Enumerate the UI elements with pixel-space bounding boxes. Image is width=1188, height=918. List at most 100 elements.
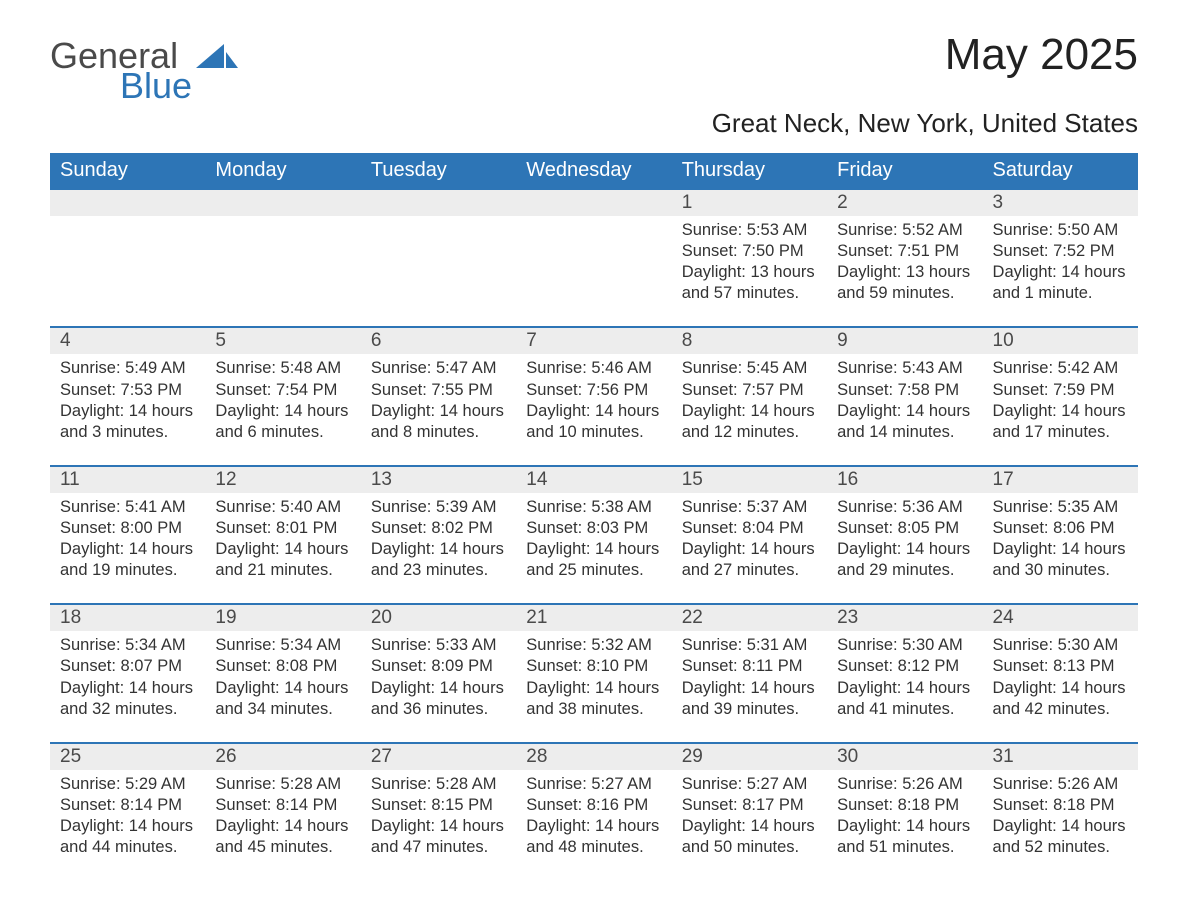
daylight-text: Daylight: 14 hours and 6 minutes. <box>215 401 350 443</box>
daylight-text: Daylight: 14 hours and 36 minutes. <box>371 678 506 720</box>
day-header: Tuesday <box>361 153 516 189</box>
daylight-text: Daylight: 14 hours and 51 minutes. <box>837 816 972 858</box>
week-row: 4Sunrise: 5:49 AMSunset: 7:53 PMDaylight… <box>50 327 1138 465</box>
day-body: Sunrise: 5:34 AMSunset: 8:08 PMDaylight:… <box>205 631 360 741</box>
day-number: 4 <box>50 328 205 354</box>
daylight-text: Daylight: 14 hours and 12 minutes. <box>682 401 817 443</box>
sunset-text: Sunset: 8:14 PM <box>60 795 195 816</box>
sunrise-text: Sunrise: 5:27 AM <box>682 774 817 795</box>
day-body: Sunrise: 5:48 AMSunset: 7:54 PMDaylight:… <box>205 354 360 464</box>
day-cell <box>205 189 360 327</box>
day-number: 1 <box>672 190 827 216</box>
sunrise-text: Sunrise: 5:26 AM <box>837 774 972 795</box>
sunset-text: Sunset: 7:50 PM <box>682 241 817 262</box>
sunset-text: Sunset: 7:56 PM <box>526 380 661 401</box>
day-body: Sunrise: 5:31 AMSunset: 8:11 PMDaylight:… <box>672 631 827 741</box>
daylight-text: Daylight: 14 hours and 17 minutes. <box>993 401 1128 443</box>
day-cell: 6Sunrise: 5:47 AMSunset: 7:55 PMDaylight… <box>361 327 516 465</box>
sunset-text: Sunset: 8:10 PM <box>526 656 661 677</box>
day-cell: 21Sunrise: 5:32 AMSunset: 8:10 PMDayligh… <box>516 604 671 742</box>
day-number: 20 <box>361 605 516 631</box>
sunrise-text: Sunrise: 5:36 AM <box>837 497 972 518</box>
day-body: Sunrise: 5:28 AMSunset: 8:14 PMDaylight:… <box>205 770 360 880</box>
sunrise-text: Sunrise: 5:43 AM <box>837 358 972 379</box>
sunset-text: Sunset: 7:57 PM <box>682 380 817 401</box>
sunset-text: Sunset: 7:51 PM <box>837 241 972 262</box>
sunrise-text: Sunrise: 5:45 AM <box>682 358 817 379</box>
daylight-text: Daylight: 14 hours and 44 minutes. <box>60 816 195 858</box>
day-number: 25 <box>50 744 205 770</box>
day-cell: 2Sunrise: 5:52 AMSunset: 7:51 PMDaylight… <box>827 189 982 327</box>
day-body: Sunrise: 5:33 AMSunset: 8:09 PMDaylight:… <box>361 631 516 741</box>
day-number <box>205 190 360 216</box>
daylight-text: Daylight: 14 hours and 8 minutes. <box>371 401 506 443</box>
logo-sail-icon <box>196 44 238 72</box>
day-header: Wednesday <box>516 153 671 189</box>
week-row: 25Sunrise: 5:29 AMSunset: 8:14 PMDayligh… <box>50 743 1138 880</box>
sunset-text: Sunset: 7:52 PM <box>993 241 1128 262</box>
day-cell <box>516 189 671 327</box>
daylight-text: Daylight: 14 hours and 19 minutes. <box>60 539 195 581</box>
sunrise-text: Sunrise: 5:40 AM <box>215 497 350 518</box>
day-number: 27 <box>361 744 516 770</box>
sunrise-text: Sunrise: 5:31 AM <box>682 635 817 656</box>
daylight-text: Daylight: 14 hours and 25 minutes. <box>526 539 661 581</box>
day-cell: 12Sunrise: 5:40 AMSunset: 8:01 PMDayligh… <box>205 466 360 604</box>
day-cell: 7Sunrise: 5:46 AMSunset: 7:56 PMDaylight… <box>516 327 671 465</box>
daylight-text: Daylight: 14 hours and 41 minutes. <box>837 678 972 720</box>
day-number: 23 <box>827 605 982 631</box>
week-row: 11Sunrise: 5:41 AMSunset: 8:00 PMDayligh… <box>50 466 1138 604</box>
daylight-text: Daylight: 14 hours and 3 minutes. <box>60 401 195 443</box>
day-cell: 15Sunrise: 5:37 AMSunset: 8:04 PMDayligh… <box>672 466 827 604</box>
day-body: Sunrise: 5:27 AMSunset: 8:16 PMDaylight:… <box>516 770 671 880</box>
day-cell: 29Sunrise: 5:27 AMSunset: 8:17 PMDayligh… <box>672 743 827 880</box>
day-header: Friday <box>827 153 982 189</box>
day-body: Sunrise: 5:53 AMSunset: 7:50 PMDaylight:… <box>672 216 827 326</box>
day-body <box>361 216 516 310</box>
day-body: Sunrise: 5:39 AMSunset: 8:02 PMDaylight:… <box>361 493 516 603</box>
sunrise-text: Sunrise: 5:28 AM <box>371 774 506 795</box>
day-cell: 20Sunrise: 5:33 AMSunset: 8:09 PMDayligh… <box>361 604 516 742</box>
day-cell: 3Sunrise: 5:50 AMSunset: 7:52 PMDaylight… <box>983 189 1138 327</box>
day-number: 19 <box>205 605 360 631</box>
daylight-text: Daylight: 14 hours and 52 minutes. <box>993 816 1128 858</box>
sunset-text: Sunset: 8:06 PM <box>993 518 1128 539</box>
day-number: 6 <box>361 328 516 354</box>
day-body: Sunrise: 5:27 AMSunset: 8:17 PMDaylight:… <box>672 770 827 880</box>
day-body: Sunrise: 5:50 AMSunset: 7:52 PMDaylight:… <box>983 216 1138 326</box>
sunrise-text: Sunrise: 5:34 AM <box>215 635 350 656</box>
day-number: 5 <box>205 328 360 354</box>
day-number: 29 <box>672 744 827 770</box>
daylight-text: Daylight: 14 hours and 38 minutes. <box>526 678 661 720</box>
day-number: 24 <box>983 605 1138 631</box>
day-body: Sunrise: 5:37 AMSunset: 8:04 PMDaylight:… <box>672 493 827 603</box>
day-cell <box>50 189 205 327</box>
day-cell <box>361 189 516 327</box>
day-of-week-header-row: SundayMondayTuesdayWednesdayThursdayFrid… <box>50 153 1138 189</box>
daylight-text: Daylight: 14 hours and 50 minutes. <box>682 816 817 858</box>
day-cell: 25Sunrise: 5:29 AMSunset: 8:14 PMDayligh… <box>50 743 205 880</box>
day-header: Sunday <box>50 153 205 189</box>
day-header: Thursday <box>672 153 827 189</box>
day-cell: 26Sunrise: 5:28 AMSunset: 8:14 PMDayligh… <box>205 743 360 880</box>
day-cell: 14Sunrise: 5:38 AMSunset: 8:03 PMDayligh… <box>516 466 671 604</box>
daylight-text: Daylight: 14 hours and 42 minutes. <box>993 678 1128 720</box>
day-number: 16 <box>827 467 982 493</box>
daylight-text: Daylight: 14 hours and 23 minutes. <box>371 539 506 581</box>
day-number: 31 <box>983 744 1138 770</box>
daylight-text: Daylight: 13 hours and 59 minutes. <box>837 262 972 304</box>
day-body: Sunrise: 5:36 AMSunset: 8:05 PMDaylight:… <box>827 493 982 603</box>
day-cell: 8Sunrise: 5:45 AMSunset: 7:57 PMDaylight… <box>672 327 827 465</box>
day-cell: 16Sunrise: 5:36 AMSunset: 8:05 PMDayligh… <box>827 466 982 604</box>
sunset-text: Sunset: 8:13 PM <box>993 656 1128 677</box>
sunset-text: Sunset: 7:53 PM <box>60 380 195 401</box>
sunrise-text: Sunrise: 5:30 AM <box>837 635 972 656</box>
sunset-text: Sunset: 8:11 PM <box>682 656 817 677</box>
daylight-text: Daylight: 13 hours and 57 minutes. <box>682 262 817 304</box>
sunrise-text: Sunrise: 5:39 AM <box>371 497 506 518</box>
day-number: 12 <box>205 467 360 493</box>
sunrise-text: Sunrise: 5:35 AM <box>993 497 1128 518</box>
sunrise-text: Sunrise: 5:32 AM <box>526 635 661 656</box>
day-number: 26 <box>205 744 360 770</box>
day-number: 28 <box>516 744 671 770</box>
